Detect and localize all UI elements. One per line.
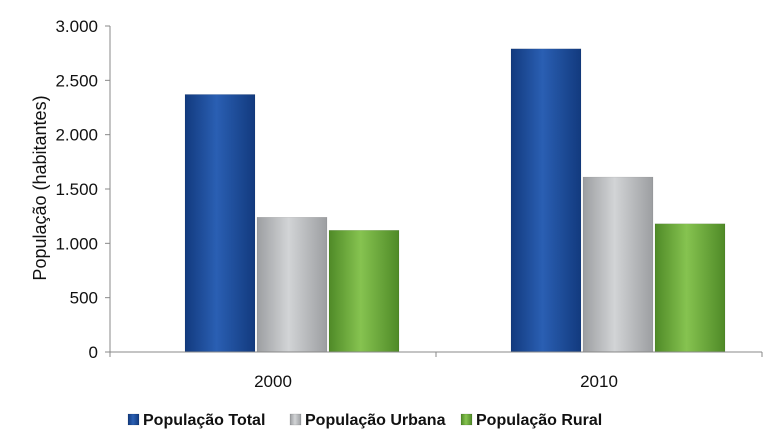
bar-2010-series-0 bbox=[510, 48, 582, 353]
legend-swatch bbox=[127, 413, 140, 426]
bar-2010-series-1 bbox=[582, 176, 654, 353]
legend: População Total População Urbana População… bbox=[127, 412, 602, 429]
legend-swatch bbox=[460, 413, 473, 426]
y-tick-label: 1.500 bbox=[55, 180, 98, 199]
legend-label: População Rural bbox=[476, 412, 602, 429]
y-tick-label: 0 bbox=[89, 343, 98, 362]
bars-group bbox=[184, 48, 726, 353]
bar-2010-series-2 bbox=[654, 223, 726, 353]
bar-2000-series-0 bbox=[184, 94, 256, 353]
bar-2000-series-1 bbox=[256, 217, 328, 353]
x-axis: 2000 2010 bbox=[109, 352, 763, 391]
y-tick-label: 500 bbox=[70, 289, 98, 308]
y-axis-title: População (habitantes) bbox=[30, 95, 50, 280]
y-axis: 0 500 1.000 1.500 2.000 2.500 3.000 bbox=[55, 17, 110, 362]
y-tick-label: 1.000 bbox=[55, 234, 98, 253]
x-tick-label: 2010 bbox=[580, 372, 618, 391]
y-tick-label: 2.500 bbox=[55, 71, 98, 90]
y-tick-label: 3.000 bbox=[55, 17, 98, 36]
legend-label: População Total bbox=[143, 412, 265, 429]
legend-swatch bbox=[289, 413, 302, 426]
legend-label: População Urbana bbox=[305, 412, 446, 429]
bar-2000-series-2 bbox=[328, 230, 400, 353]
x-tick-label: 2000 bbox=[254, 372, 292, 391]
y-tick-label: 2.000 bbox=[55, 126, 98, 145]
